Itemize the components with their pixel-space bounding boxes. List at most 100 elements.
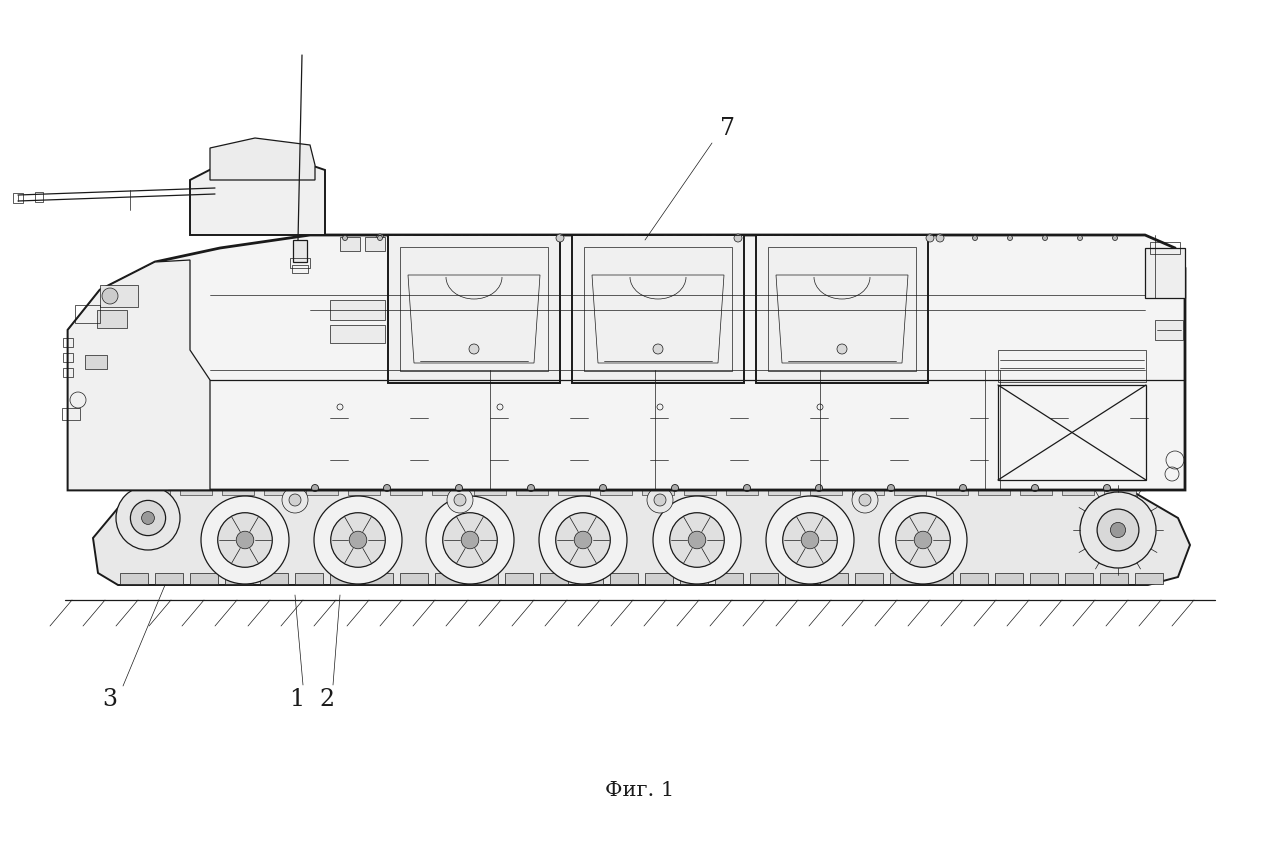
Bar [35,192,44,202]
Bar [221,487,253,495]
Circle shape [1080,492,1156,568]
Bar [100,285,138,307]
Bar [978,487,1010,495]
Bar [680,573,708,584]
Circle shape [599,484,607,491]
Circle shape [343,235,347,241]
Circle shape [447,487,474,513]
Circle shape [925,234,934,242]
Bar [785,573,813,584]
Circle shape [116,486,180,550]
Bar [600,487,632,495]
Circle shape [282,487,308,513]
Circle shape [879,496,966,584]
Bar [995,573,1023,584]
Circle shape [815,484,823,491]
Circle shape [378,235,383,241]
Circle shape [237,532,253,549]
Circle shape [426,496,515,584]
Circle shape [461,532,479,549]
Bar [294,573,323,584]
Circle shape [468,344,479,354]
Circle shape [1032,484,1038,491]
Circle shape [837,344,847,354]
Circle shape [349,532,367,549]
Bar [84,355,108,369]
Bar [365,573,393,584]
Bar [1135,573,1164,584]
Bar [575,573,603,584]
Bar [572,235,744,383]
Circle shape [859,494,870,506]
Bar [225,573,253,584]
Circle shape [201,496,289,584]
Bar [260,573,288,584]
Circle shape [852,487,878,513]
Bar [1155,320,1183,340]
Bar [348,487,380,495]
Circle shape [1097,509,1139,551]
Circle shape [556,513,611,568]
Bar [292,265,308,273]
Bar [63,338,73,347]
Bar [306,487,338,495]
Bar [558,487,590,495]
Bar [340,237,360,251]
Circle shape [887,484,895,491]
Bar [76,305,100,323]
Bar [998,350,1146,382]
Circle shape [1007,235,1012,241]
Bar [13,193,23,203]
Circle shape [960,484,966,491]
Circle shape [669,513,724,568]
Bar [293,240,307,262]
Bar [180,487,212,495]
Bar [435,573,463,584]
Bar [768,247,916,371]
Bar [960,573,988,584]
Bar [768,487,800,495]
Bar [474,487,506,495]
Circle shape [1078,235,1083,241]
Bar [998,385,1146,480]
Polygon shape [68,260,210,490]
Bar [330,300,385,320]
Circle shape [142,512,155,525]
Bar [611,573,637,584]
Circle shape [654,494,666,506]
Bar [1020,487,1052,495]
Circle shape [443,513,497,568]
Bar [63,353,73,362]
Bar [97,310,127,328]
Circle shape [454,494,466,506]
Circle shape [896,513,950,568]
Circle shape [1042,235,1047,241]
Circle shape [733,234,742,242]
Bar [138,487,170,495]
Circle shape [1103,484,1111,491]
Bar [726,487,758,495]
Text: 7: 7 [721,116,736,140]
Bar [120,573,148,584]
Circle shape [801,532,819,549]
Bar [506,573,532,584]
Bar [390,487,422,495]
Circle shape [330,513,385,568]
Bar [756,235,928,383]
Circle shape [131,501,165,536]
Polygon shape [68,235,1185,490]
Bar [925,573,954,584]
Bar [291,258,310,268]
Bar [855,573,883,584]
Polygon shape [93,490,1190,585]
Bar [264,487,296,495]
Text: 3: 3 [102,688,118,711]
Bar [388,235,561,383]
Circle shape [914,532,932,549]
Circle shape [783,513,837,568]
Circle shape [575,532,591,549]
Bar [63,368,73,377]
Text: 2: 2 [320,688,334,711]
Bar [684,487,716,495]
Bar [890,573,918,584]
